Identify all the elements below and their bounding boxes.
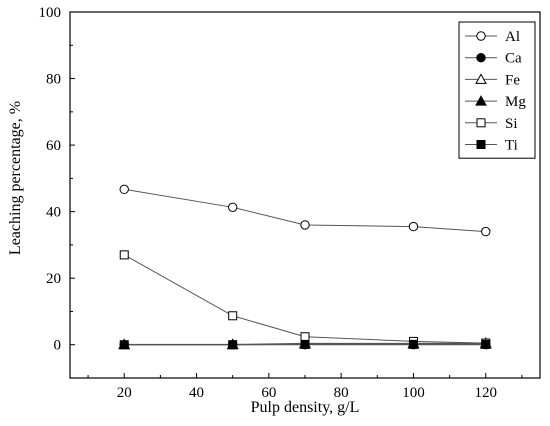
legend-label-al: Al <box>505 29 520 45</box>
legend-label-ti: Ti <box>505 138 518 154</box>
data-point-ti <box>120 341 128 349</box>
x-tick-label: 100 <box>402 385 425 401</box>
data-point-al <box>120 185 128 193</box>
legend-marker-ti <box>477 141 485 149</box>
legend-marker-si <box>477 119 485 127</box>
legend-label-fe: Fe <box>505 72 520 88</box>
x-tick-label: 40 <box>189 385 204 401</box>
x-tick-label: 120 <box>475 385 498 401</box>
data-point-al <box>482 227 490 235</box>
y-tick-label: 40 <box>46 205 61 221</box>
legend-label-ca: Ca <box>505 51 522 67</box>
legend-label-si: Si <box>505 116 518 132</box>
x-axis-title: Pulp density, g/L <box>251 399 360 416</box>
series-si <box>120 251 490 347</box>
data-point-ti <box>409 340 417 348</box>
data-point-al <box>228 203 236 211</box>
y-tick-label: 0 <box>54 338 62 354</box>
legend-marker-al <box>477 32 485 40</box>
data-point-ti <box>482 340 490 348</box>
data-point-al <box>409 222 417 230</box>
series-line-si <box>124 255 486 343</box>
x-tick-label: 20 <box>117 385 132 401</box>
data-point-al <box>301 221 309 229</box>
y-axis-title: Leaching percentage, % <box>7 101 24 255</box>
series-al <box>120 185 490 236</box>
y-tick-label: 20 <box>46 271 61 287</box>
y-tick-label: 80 <box>46 72 61 88</box>
legend-box <box>459 22 535 158</box>
data-point-si <box>120 251 128 259</box>
data-point-si <box>301 333 309 341</box>
y-tick-label: 60 <box>46 138 61 154</box>
data-point-ti <box>301 340 309 348</box>
data-point-si <box>229 312 237 320</box>
legend-label-mg: Mg <box>505 94 526 110</box>
legend-marker-ca <box>477 54 485 62</box>
y-tick-label: 100 <box>39 5 62 21</box>
data-point-ti <box>229 341 237 349</box>
